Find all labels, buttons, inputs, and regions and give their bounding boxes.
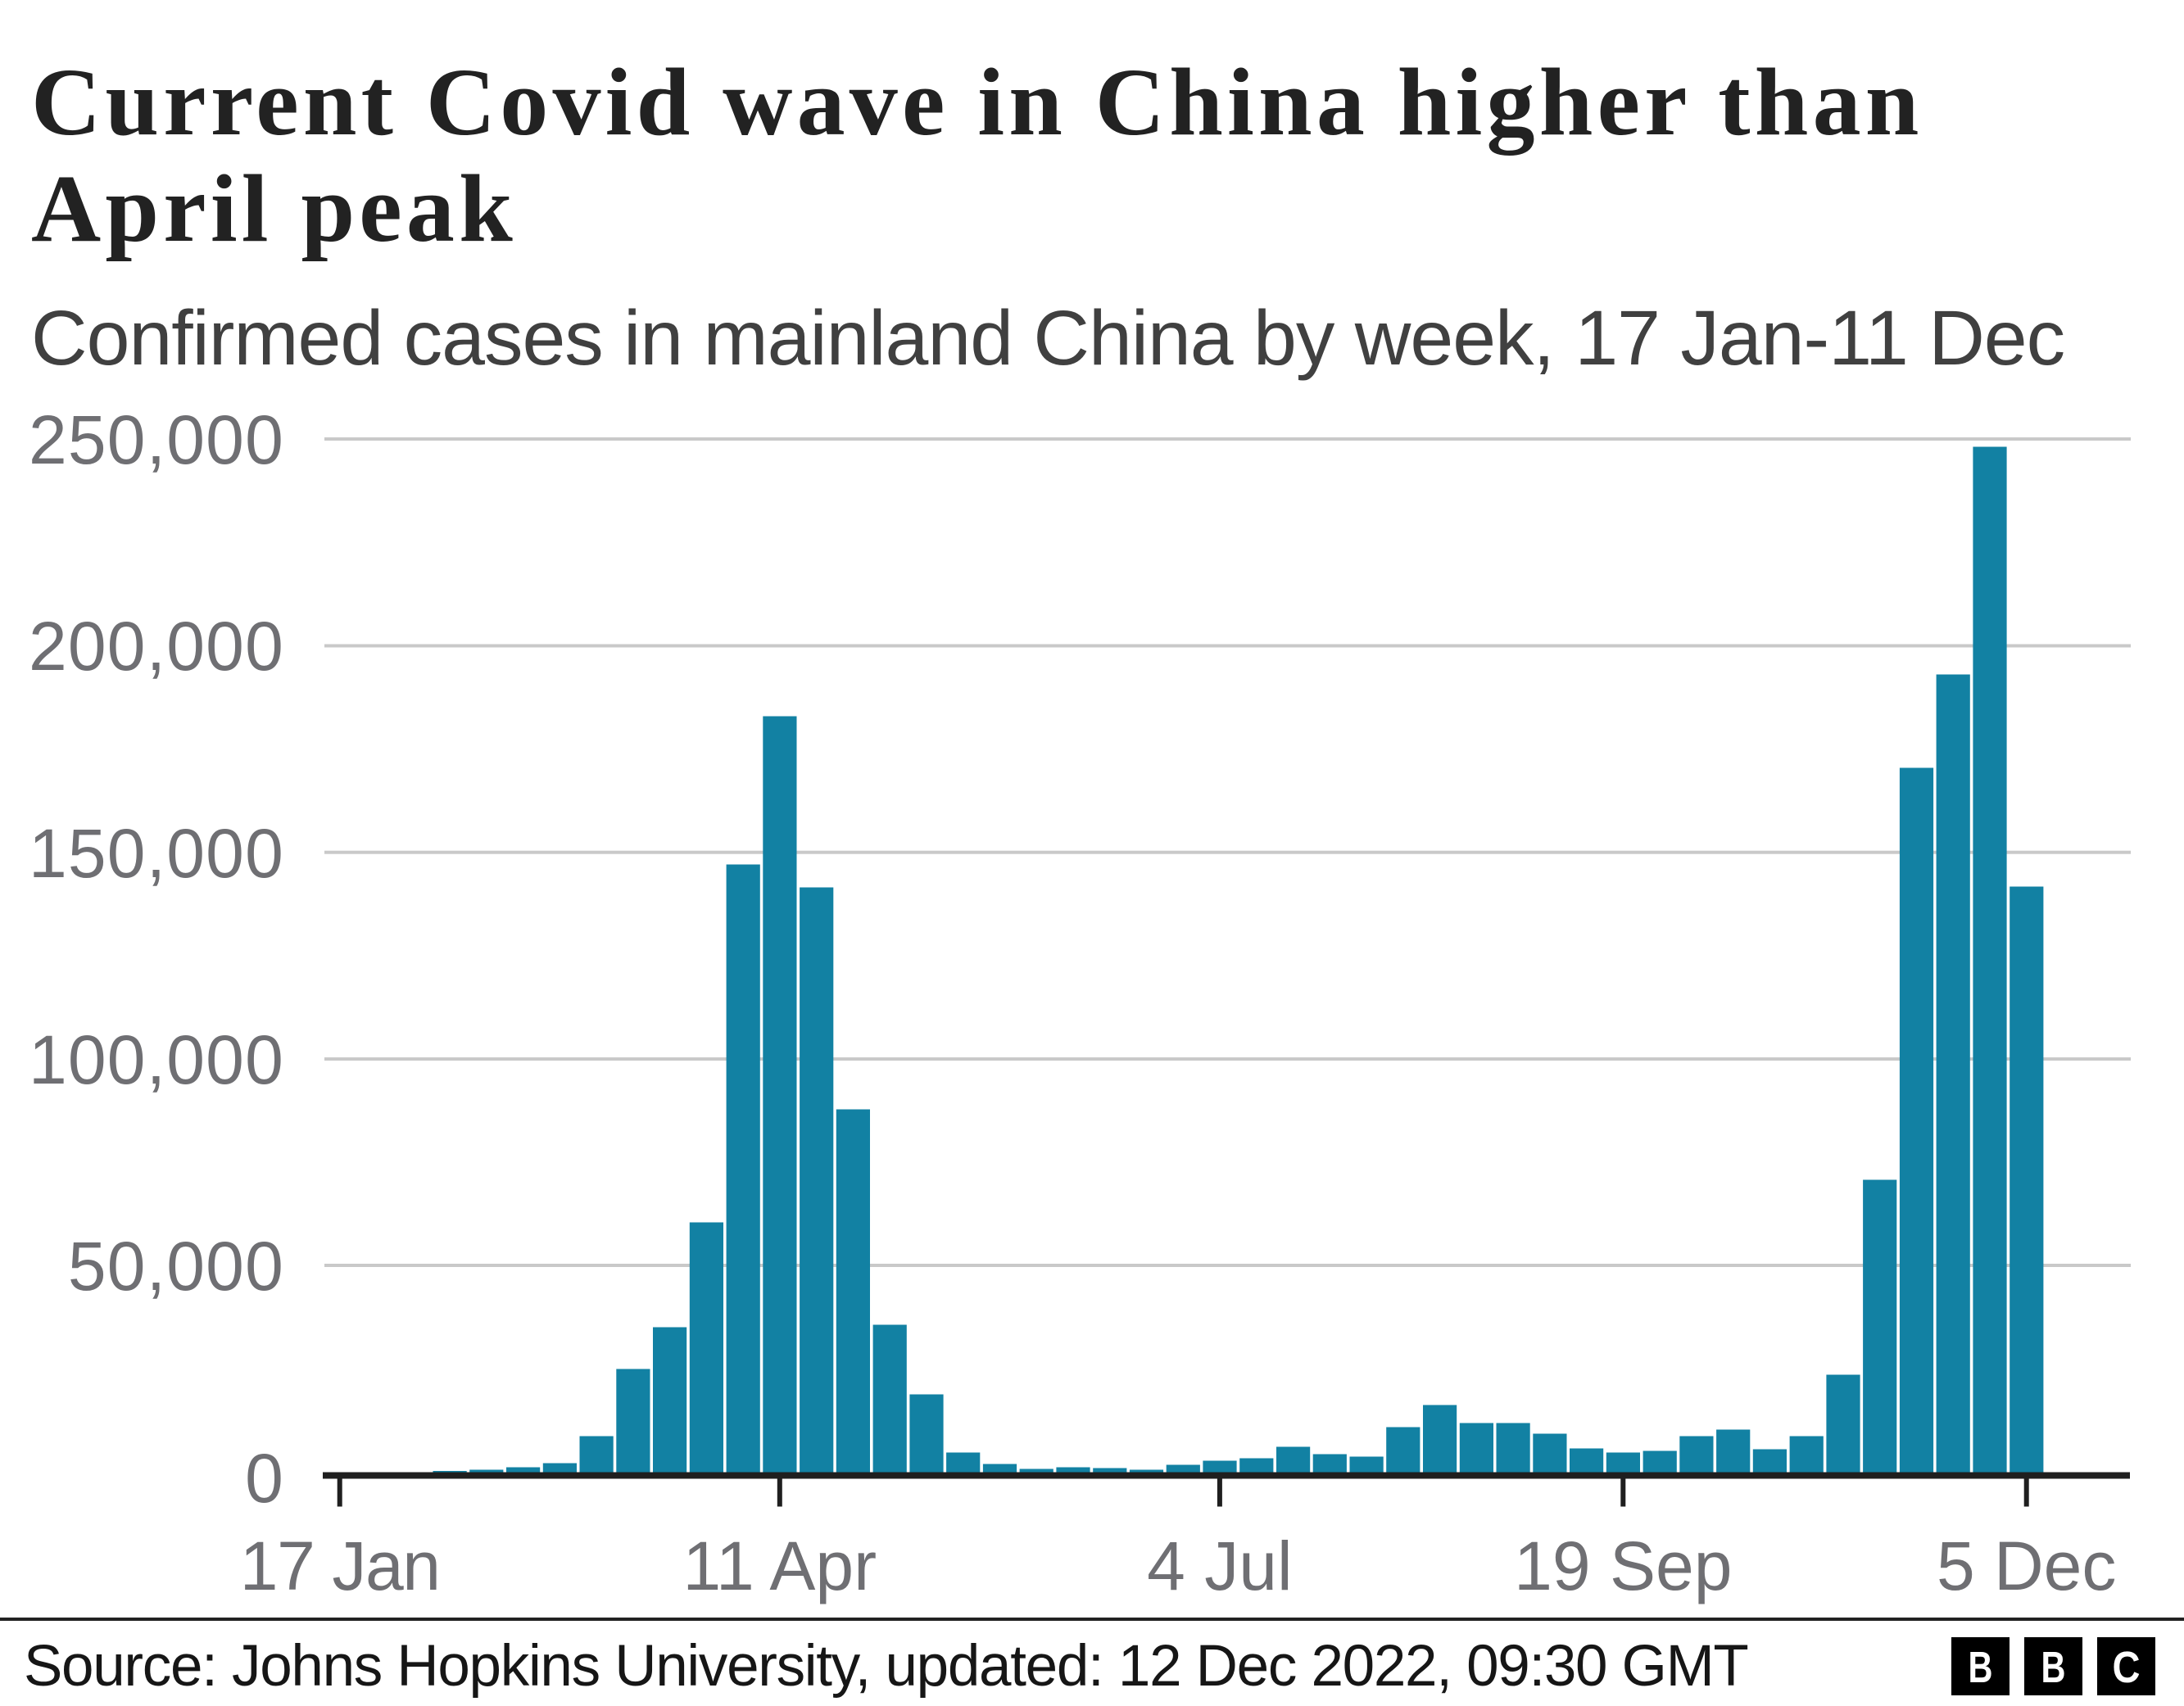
svg-text:11 Apr: 11 Apr bbox=[682, 1527, 877, 1604]
svg-text:50,000: 50,000 bbox=[68, 1228, 284, 1305]
svg-text:Source: Johns Hopkins Universi: Source: Johns Hopkins University, update… bbox=[24, 1634, 1748, 1699]
svg-text:5 Dec: 5 Dec bbox=[1937, 1527, 2116, 1604]
svg-text:Confirmed cases in mainland Ch: Confirmed cases in mainland China by wee… bbox=[31, 295, 2064, 382]
svg-text:4 Jul: 4 Jul bbox=[1147, 1527, 1292, 1604]
svg-text:B: B bbox=[1969, 1643, 1993, 1692]
svg-text:100,000: 100,000 bbox=[29, 1021, 284, 1098]
svg-text:Current Covid wave in China hi: Current Covid wave in China higher than bbox=[31, 48, 1923, 156]
svg-text:250,000: 250,000 bbox=[29, 401, 284, 478]
svg-text:0: 0 bbox=[245, 1440, 284, 1517]
svg-text:C: C bbox=[2113, 1643, 2141, 1692]
svg-text:17 Jan: 17 Jan bbox=[240, 1527, 440, 1604]
svg-text:200,000: 200,000 bbox=[29, 608, 284, 685]
svg-text:150,000: 150,000 bbox=[29, 815, 284, 892]
svg-text:B: B bbox=[2041, 1643, 2066, 1692]
svg-text:April peak: April peak bbox=[31, 155, 517, 262]
svg-text:19 Sep: 19 Sep bbox=[1514, 1527, 1732, 1604]
